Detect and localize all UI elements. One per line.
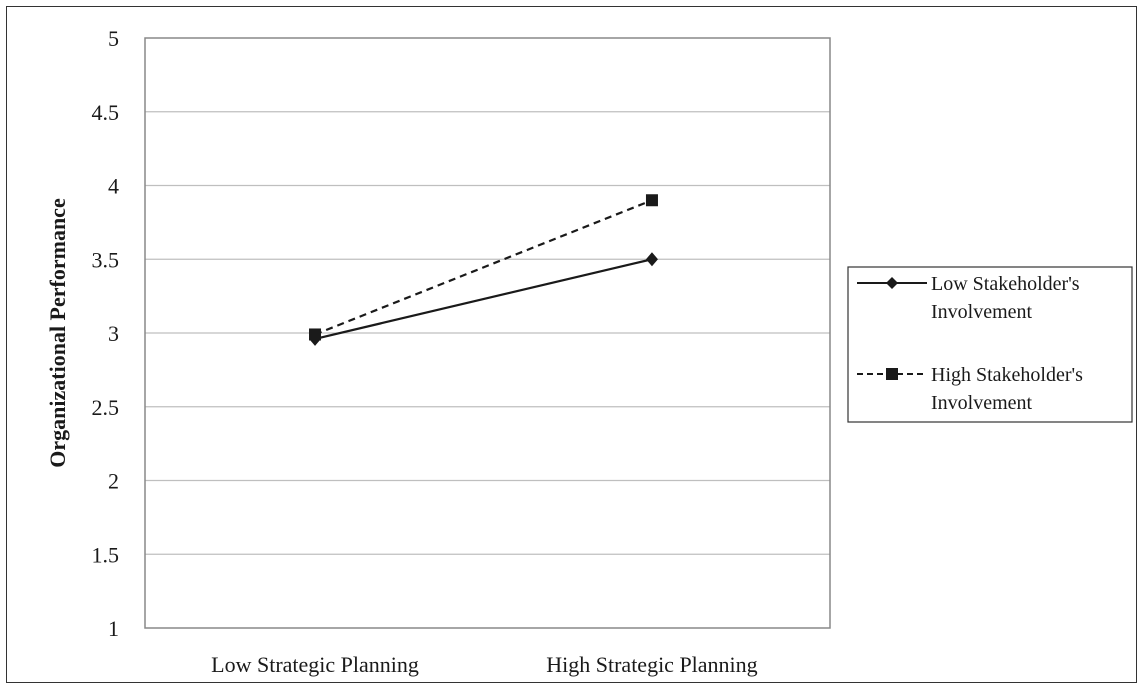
legend-label-low-line1: Low Stakeholder's <box>931 273 1080 295</box>
data-point-square <box>645 194 658 207</box>
y-tick-label: 4 <box>108 174 119 199</box>
y-tick-label: 3 <box>108 321 119 346</box>
y-tick-label: 1 <box>108 616 119 641</box>
y-tick-label: 3.5 <box>92 247 120 272</box>
legend-label-low-line2: Involvement <box>931 301 1033 323</box>
y-axis-label: Organizational Performance <box>45 198 70 468</box>
legend-label-high-line2: Involvement <box>931 392 1033 414</box>
plot-area <box>144 37 831 629</box>
x-tick-label: High Strategic Planning <box>546 652 757 677</box>
series-high-stakeholder <box>309 194 658 341</box>
y-axis-ticks: 1 1.5 2 2.5 3 3.5 4 4.5 5 <box>92 26 120 641</box>
series <box>309 194 658 346</box>
y-tick-label: 5 <box>108 26 119 51</box>
series-line <box>314 199 653 336</box>
y-tick-label: 2.5 <box>92 395 120 420</box>
legend: Low Stakeholder's Involvement High Stake… <box>847 266 1133 423</box>
legend-square-marker <box>886 368 898 380</box>
legend-box <box>847 266 1133 423</box>
legend-label-high-line1: High Stakeholder's <box>931 364 1083 386</box>
data-point-square <box>309 328 322 341</box>
line-chart: 1 1.5 2 2.5 3 3.5 4 4.5 5 Low Strategic Planning… <box>45 26 1133 677</box>
gridlines <box>145 111 830 555</box>
legend-diamond-marker <box>886 277 898 289</box>
legend-entry-high: High Stakeholder's Involvement <box>857 364 1083 414</box>
x-axis-ticks: Low Strategic Planning High Strategic Pla… <box>211 652 758 677</box>
data-point-diamond <box>645 252 658 267</box>
y-tick-label: 1.5 <box>92 542 120 567</box>
legend-entry-low: Low Stakeholder's Involvement <box>857 273 1080 323</box>
y-tick-label: 4.5 <box>92 100 120 125</box>
y-tick-label: 2 <box>108 469 119 494</box>
x-tick-label: Low Strategic Planning <box>211 652 419 677</box>
chart-frame: 1 1.5 2 2.5 3 3.5 4 4.5 5 Low Strategic Planning… <box>6 6 1137 683</box>
series-line <box>314 258 653 340</box>
